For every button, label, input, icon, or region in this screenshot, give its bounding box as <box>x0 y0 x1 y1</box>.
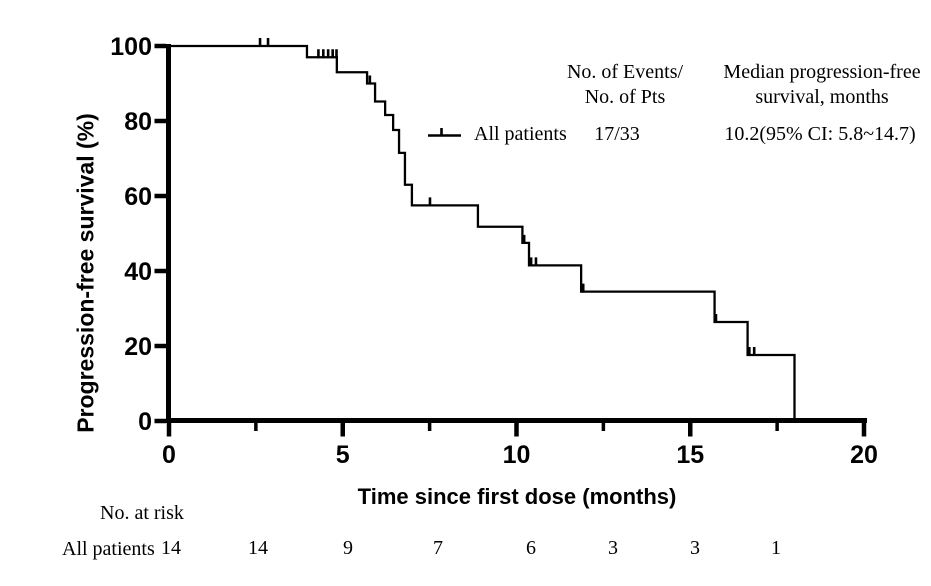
risk-counts-row: 14 14 9 7 6 3 3 1 <box>0 537 931 565</box>
y-tick-label: 80 <box>124 108 152 136</box>
risk-count: 6 <box>526 537 536 559</box>
risk-count: 1 <box>771 537 781 559</box>
x-axis-title: Time since first dose (months) <box>357 484 677 509</box>
legend-median-header-line1: Median progression-free <box>723 61 921 83</box>
risk-count: 9 <box>343 537 353 559</box>
y-tick-label: 20 <box>124 333 152 361</box>
x-tick-label: 20 <box>850 441 878 469</box>
risk-row-label: All patients <box>62 538 155 560</box>
risk-count: 3 <box>608 537 618 559</box>
y-tick-label: 0 <box>138 408 152 436</box>
km-curve-all-patients <box>169 44 796 421</box>
legend-events-header-line2: No. of Pts <box>584 86 666 108</box>
legend-median-header: Median progression-free survival, months <box>723 60 920 110</box>
censor-marker-icon <box>428 128 461 137</box>
legend-median-header-line2: survival, months <box>755 86 889 108</box>
legend-median-value: 10.2(95% CI: 5.8~14.7) <box>724 123 916 145</box>
risk-count: 14 <box>248 537 268 559</box>
risk-table-title: No. at risk <box>100 502 184 524</box>
legend-series-label: All patients <box>474 123 567 145</box>
risk-count: 7 <box>433 537 443 559</box>
x-tick-label: 15 <box>676 441 704 469</box>
risk-count: 3 <box>690 537 700 559</box>
x-tick-label: 0 <box>162 441 176 469</box>
y-tick-label: 40 <box>124 258 152 286</box>
y-tick-label: 60 <box>124 183 152 211</box>
y-axis-title: Progression-free survival (%) <box>72 113 99 433</box>
x-tick-label: 5 <box>336 441 350 469</box>
legend-events-header: No. of Events/ No. of Pts <box>567 60 683 110</box>
y-tick-label: 100 <box>110 33 152 61</box>
risk-count: 14 <box>161 537 181 559</box>
legend-events-header-line1: No. of Events/ <box>566 61 684 83</box>
x-tick-label: 10 <box>503 441 531 469</box>
legend-events-value: 17/33 <box>594 123 640 145</box>
